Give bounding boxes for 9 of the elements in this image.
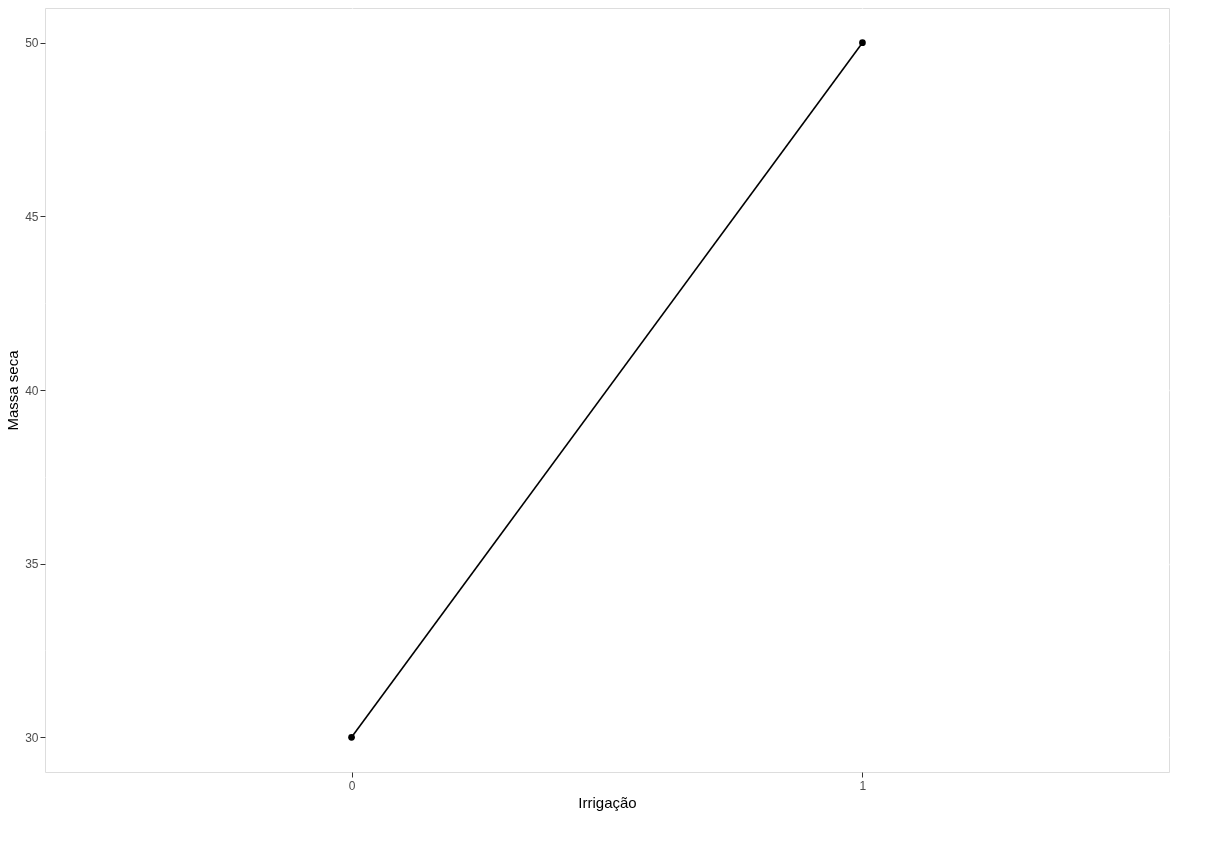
y-tick-label: 40 xyxy=(25,383,39,398)
y-axis-title: Massa seca xyxy=(4,349,22,431)
y-tick-label: 50 xyxy=(25,36,39,51)
y-tick-label: 35 xyxy=(25,557,39,572)
x-axis-title: Irrigação xyxy=(578,793,637,811)
y-tick-label: 30 xyxy=(25,730,39,745)
x-tick-label: 0 xyxy=(348,778,356,793)
x-tick-label: 1 xyxy=(859,778,867,793)
y-tick-label: 45 xyxy=(25,209,39,224)
